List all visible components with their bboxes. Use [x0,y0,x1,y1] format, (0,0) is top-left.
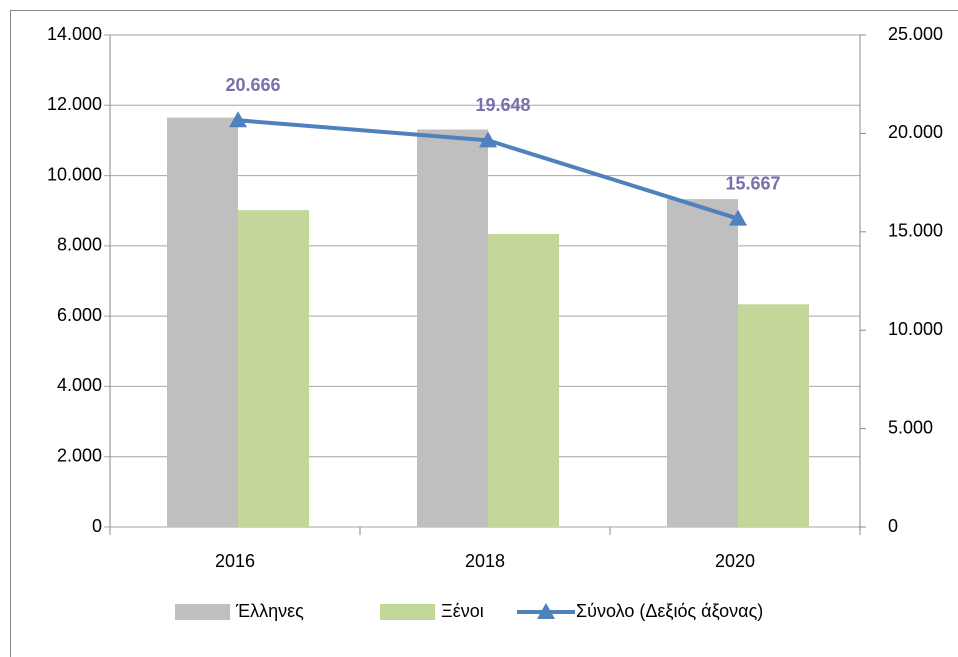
data-label: 20.666 [225,75,280,95]
legend-label: Σύνολο (Δεξιός άξονας) [576,601,763,621]
legend-label: Ξένοι [441,601,484,621]
y-tick-label: 4.000 [57,375,102,395]
y-tick-label: 10.000 [47,164,102,184]
y-tick-label: 14.000 [47,24,102,44]
y2-tick-label: 10.000 [888,319,943,339]
x-tick-label: 2020 [715,551,755,571]
x-tick-label: 2018 [465,551,505,571]
bar [488,233,559,527]
legend-swatch [537,603,555,619]
line-marker [729,209,747,226]
bar [167,117,238,527]
line-marker [479,131,497,148]
y2-tick-label: 20.000 [888,122,943,142]
bar [238,210,309,528]
bar [738,304,809,527]
y-tick-label: 6.000 [57,305,102,325]
y2-tick-label: 15.000 [888,221,943,241]
legend-swatch [175,604,230,620]
y2-tick-label: 5.000 [888,417,933,437]
y-tick-label: 0 [92,516,102,536]
y-tick-label: 8.000 [57,235,102,255]
y-tick-label: 12.000 [47,94,102,114]
line-marker [229,111,247,128]
bar [417,129,488,527]
legend-swatch [380,604,435,620]
y2-tick-label: 25.000 [888,24,943,44]
y2-tick-label: 0 [888,516,898,536]
x-tick-label: 2016 [215,551,255,571]
legend-label: Έλληνες [235,601,304,621]
bar [667,199,738,528]
data-label: 15.667 [725,173,780,193]
data-label: 19.648 [475,95,530,115]
y-tick-label: 2.000 [57,445,102,465]
